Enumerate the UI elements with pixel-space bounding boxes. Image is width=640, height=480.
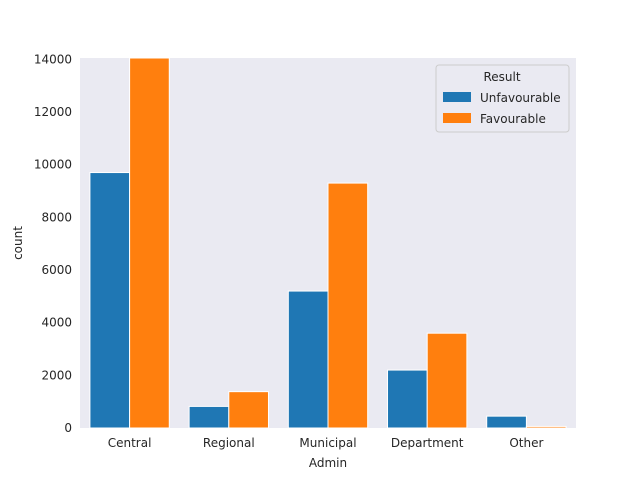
y-tick-label: 10000	[34, 158, 72, 172]
bar-unfavourable-central	[89, 172, 131, 429]
bar-favourable-central	[129, 57, 170, 429]
bar-unfavourable-other	[486, 415, 527, 429]
bar-favourable-regional	[228, 391, 269, 429]
bar-favourable-other	[525, 425, 567, 429]
x-tick-label: Central	[108, 436, 152, 450]
y-tick-label: 6000	[41, 263, 72, 277]
bar-favourable-municipal	[327, 182, 369, 429]
legend-title: Result	[483, 70, 520, 84]
legend-label-favourable: Favourable	[480, 112, 546, 126]
x-tick-label: Other	[509, 436, 543, 450]
legend-swatch-favourable	[443, 113, 471, 123]
legend: Result Unfavourable Favourable	[435, 64, 570, 133]
legend-swatch-unfavourable	[443, 92, 471, 102]
y-tick-label: 8000	[41, 210, 72, 224]
y-tick-label: 2000	[41, 368, 72, 382]
bar-unfavourable-municipal	[287, 290, 329, 429]
y-tick-label: 14000	[34, 52, 72, 66]
y-tick-label: 0	[64, 421, 72, 435]
x-tick-label: Regional	[203, 436, 255, 450]
y-tick-label: 4000	[41, 316, 72, 330]
bar-unfavourable-department	[387, 369, 428, 429]
x-tick-label: Department	[391, 436, 464, 450]
bar-unfavourable-regional	[188, 405, 230, 429]
x-tick-label: Municipal	[299, 436, 356, 450]
legend-label-unfavourable: Unfavourable	[480, 91, 561, 105]
y-tick-label: 12000	[34, 105, 72, 119]
bar-favourable-department	[426, 332, 468, 429]
y-axis-label: count	[11, 226, 25, 260]
x-axis-label: Admin	[309, 456, 347, 470]
